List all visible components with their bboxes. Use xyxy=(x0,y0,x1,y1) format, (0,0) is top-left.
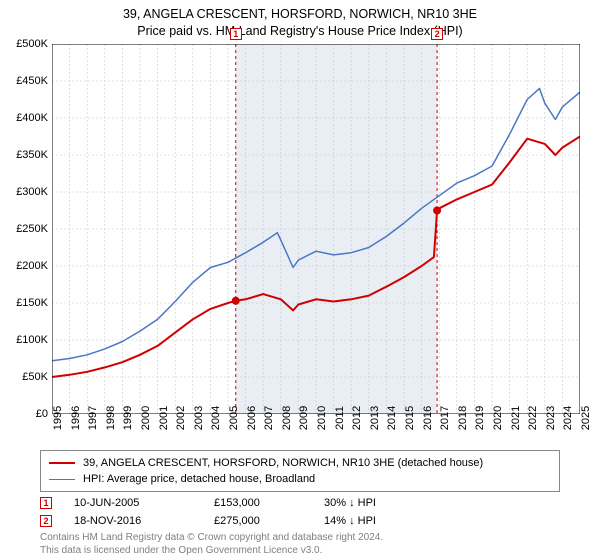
x-tick-label: 2010 xyxy=(316,406,328,430)
chart-area: £0£50K£100K£150K£200K£250K£300K£350K£400… xyxy=(52,44,580,414)
x-tick-label: 1999 xyxy=(122,406,134,430)
x-tick-label: 2003 xyxy=(193,406,205,430)
legend-label: HPI: Average price, detached house, Broa… xyxy=(83,473,315,485)
line-chart xyxy=(52,44,580,414)
x-tick-label: 2004 xyxy=(210,406,222,430)
x-tick-label: 2011 xyxy=(334,406,346,430)
footer-attribution: Contains HM Land Registry data © Crown c… xyxy=(40,532,383,557)
event-marker-box: 2 xyxy=(431,28,443,40)
x-tick-label: 2007 xyxy=(263,406,275,430)
y-tick-label: £200K xyxy=(16,260,48,272)
x-tick-label: 2016 xyxy=(422,406,434,430)
transaction-delta: 30% ↓ HPI xyxy=(324,497,444,509)
x-tick-label: 1996 xyxy=(70,406,82,430)
transaction-marker: 2 xyxy=(40,515,52,527)
y-tick-label: £250K xyxy=(16,223,48,235)
legend: 39, ANGELA CRESCENT, HORSFORD, NORWICH, … xyxy=(40,450,560,492)
x-tick-label: 2012 xyxy=(351,406,363,430)
title-subtitle: Price paid vs. HM Land Registry's House … xyxy=(0,23,600,40)
x-tick-label: 1998 xyxy=(105,406,117,430)
transaction-price: £275,000 xyxy=(214,515,324,527)
x-tick-label: 2001 xyxy=(158,406,170,430)
legend-item: 39, ANGELA CRESCENT, HORSFORD, NORWICH, … xyxy=(49,455,551,471)
transactions-table: 1 10-JUN-2005 £153,000 30% ↓ HPI 2 18-NO… xyxy=(40,494,444,530)
x-tick-label: 2008 xyxy=(281,406,293,430)
x-tick-label: 2015 xyxy=(404,406,416,430)
transaction-date: 18-NOV-2016 xyxy=(74,515,214,527)
x-tick-label: 2022 xyxy=(527,406,539,430)
x-tick-label: 2014 xyxy=(386,406,398,430)
x-tick-label: 2017 xyxy=(439,406,451,430)
y-tick-label: £100K xyxy=(16,334,48,346)
x-tick-label: 1995 xyxy=(52,406,64,430)
table-row: 2 18-NOV-2016 £275,000 14% ↓ HPI xyxy=(40,512,444,530)
transaction-marker: 1 xyxy=(40,497,52,509)
footer-line: Contains HM Land Registry data © Crown c… xyxy=(40,532,383,545)
x-tick-label: 2020 xyxy=(492,406,504,430)
y-tick-label: £450K xyxy=(16,75,48,87)
y-tick-label: £50K xyxy=(22,371,48,383)
y-tick-label: £0 xyxy=(36,408,48,420)
x-tick-label: 2024 xyxy=(562,406,574,430)
y-tick-label: £150K xyxy=(16,297,48,309)
chart-container: 39, ANGELA CRESCENT, HORSFORD, NORWICH, … xyxy=(0,0,600,560)
table-row: 1 10-JUN-2005 £153,000 30% ↓ HPI xyxy=(40,494,444,512)
transaction-price: £153,000 xyxy=(214,497,324,509)
y-tick-label: £500K xyxy=(16,38,48,50)
legend-swatch xyxy=(49,479,75,480)
x-tick-label: 2002 xyxy=(175,406,187,430)
x-tick-label: 2023 xyxy=(545,406,557,430)
x-tick-label: 2006 xyxy=(246,406,258,430)
y-tick-label: £300K xyxy=(16,186,48,198)
y-tick-label: £400K xyxy=(16,112,48,124)
y-tick-label: £350K xyxy=(16,149,48,161)
x-tick-label: 2019 xyxy=(474,406,486,430)
transaction-delta: 14% ↓ HPI xyxy=(324,515,444,527)
legend-label: 39, ANGELA CRESCENT, HORSFORD, NORWICH, … xyxy=(83,457,483,469)
transaction-date: 10-JUN-2005 xyxy=(74,497,214,509)
legend-item: HPI: Average price, detached house, Broa… xyxy=(49,471,551,487)
x-tick-label: 2018 xyxy=(457,406,469,430)
title-address: 39, ANGELA CRESCENT, HORSFORD, NORWICH, … xyxy=(0,6,600,23)
x-tick-label: 2005 xyxy=(228,406,240,430)
legend-swatch xyxy=(49,462,75,464)
footer-line: This data is licensed under the Open Gov… xyxy=(40,545,383,558)
x-tick-label: 2021 xyxy=(510,406,522,430)
x-tick-label: 1997 xyxy=(87,406,99,430)
x-tick-label: 2025 xyxy=(580,406,592,430)
x-tick-label: 2013 xyxy=(369,406,381,430)
title-block: 39, ANGELA CRESCENT, HORSFORD, NORWICH, … xyxy=(0,0,600,40)
event-marker-box: 1 xyxy=(230,28,242,40)
x-tick-label: 2000 xyxy=(140,406,152,430)
x-tick-label: 2009 xyxy=(298,406,310,430)
